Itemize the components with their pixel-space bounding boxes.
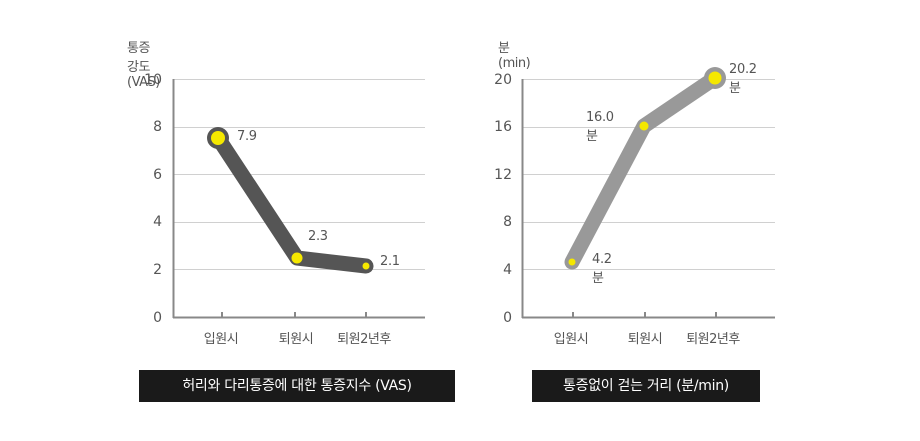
walking-line bbox=[564, 70, 723, 270]
x-category: 퇴원2년후 bbox=[686, 332, 740, 347]
value-label: 16.0분 bbox=[586, 110, 614, 144]
value-label: 20.2분 bbox=[729, 62, 757, 96]
x-ticks bbox=[572, 312, 717, 318]
y-tick: 4 bbox=[503, 262, 512, 278]
y-tick: 0 bbox=[153, 310, 162, 326]
data-marker bbox=[708, 71, 722, 85]
y-tick: 2 bbox=[153, 262, 162, 278]
y-tick: 16 bbox=[494, 119, 512, 135]
gridlines bbox=[522, 79, 775, 270]
value-label: 2.3 bbox=[308, 229, 328, 244]
x-category: 퇴원시 bbox=[627, 332, 663, 347]
value-label: 7.9 bbox=[237, 129, 257, 144]
y-tick: 10 bbox=[144, 72, 162, 88]
x-ticks bbox=[221, 312, 367, 318]
y-tick: 8 bbox=[153, 119, 162, 135]
data-marker bbox=[291, 252, 303, 264]
data-marker bbox=[362, 262, 370, 270]
data-marker bbox=[639, 121, 649, 131]
x-category: 입원시 bbox=[203, 332, 239, 347]
y-tick: 4 bbox=[153, 214, 162, 230]
x-category: 입원시 bbox=[553, 332, 589, 347]
value-label: 2.1 bbox=[380, 254, 400, 269]
y-axis-title: 분(min) bbox=[498, 41, 531, 71]
y-tick: 20 bbox=[494, 72, 512, 88]
chart-caption: 허리와 다리통증에 대한 통증지수 (VAS) bbox=[139, 370, 455, 402]
chart-caption: 통증없이 걷는 거리 (분/min) bbox=[532, 370, 760, 402]
y-tick: 12 bbox=[494, 167, 512, 183]
y-tick: 6 bbox=[153, 167, 162, 183]
value-label: 4.2분 bbox=[592, 252, 612, 286]
x-category: 퇴원2년후 bbox=[337, 332, 391, 347]
y-axis-title: 통증강도(VAS) bbox=[127, 41, 160, 90]
y-tick: 8 bbox=[503, 214, 512, 230]
vas-line bbox=[210, 130, 374, 274]
data-marker bbox=[211, 131, 225, 145]
gridlines bbox=[173, 79, 425, 270]
y-tick: 0 bbox=[503, 310, 512, 326]
data-marker bbox=[568, 258, 576, 266]
x-category: 퇴원시 bbox=[278, 332, 314, 347]
